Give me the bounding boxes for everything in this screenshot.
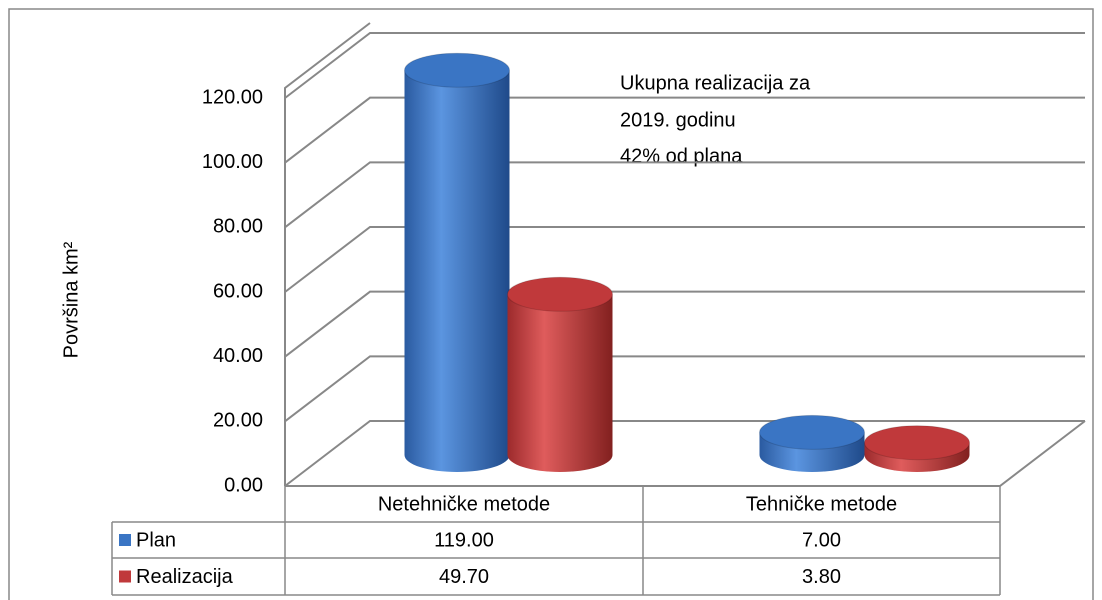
table-value: 49.70 [439, 566, 489, 588]
y-tick-label: 100.00 [202, 151, 263, 173]
table-value: 119.00 [434, 529, 494, 551]
y-tick-label: 120.00 [202, 86, 263, 108]
cylinder-top [507, 276, 613, 312]
y-tick-label: 60.00 [213, 280, 263, 302]
category-label: Netehničke metode [378, 493, 550, 515]
y-tick-label: 20.00 [213, 410, 263, 432]
back-wall [284, 22, 371, 486]
grid-line [284, 226, 1085, 293]
annotation: 42% od plana [620, 145, 743, 167]
table-value: 3.80 [802, 566, 841, 588]
legend-swatch [119, 534, 131, 546]
y-axis-label: Površina km² [60, 241, 82, 358]
grid-line [284, 161, 1085, 229]
annotation: Ukupna realizacija za [620, 72, 811, 94]
cylinder-top [759, 414, 865, 450]
grid-line [284, 290, 1085, 358]
table-value: 7.00 [802, 529, 841, 551]
legend-swatch [119, 570, 131, 583]
annotation: 2019. godinu [620, 109, 736, 131]
legend-label: Plan [136, 529, 176, 551]
grid-line [284, 96, 1085, 164]
cylinder-top [404, 52, 510, 88]
grid-line [284, 32, 1085, 99]
grid-line [284, 355, 1085, 423]
cylinder-top [864, 425, 970, 461]
cylinder [404, 70, 510, 472]
cylinder [507, 294, 613, 472]
legend-label: Realizacija [136, 566, 234, 588]
chart-border [8, 8, 1094, 600]
y-tick-label: 40.00 [213, 345, 263, 367]
y-tick-label: 0.00 [224, 474, 263, 496]
category-label: Tehničke metode [746, 493, 897, 515]
y-tick-label: 80.00 [213, 216, 263, 238]
